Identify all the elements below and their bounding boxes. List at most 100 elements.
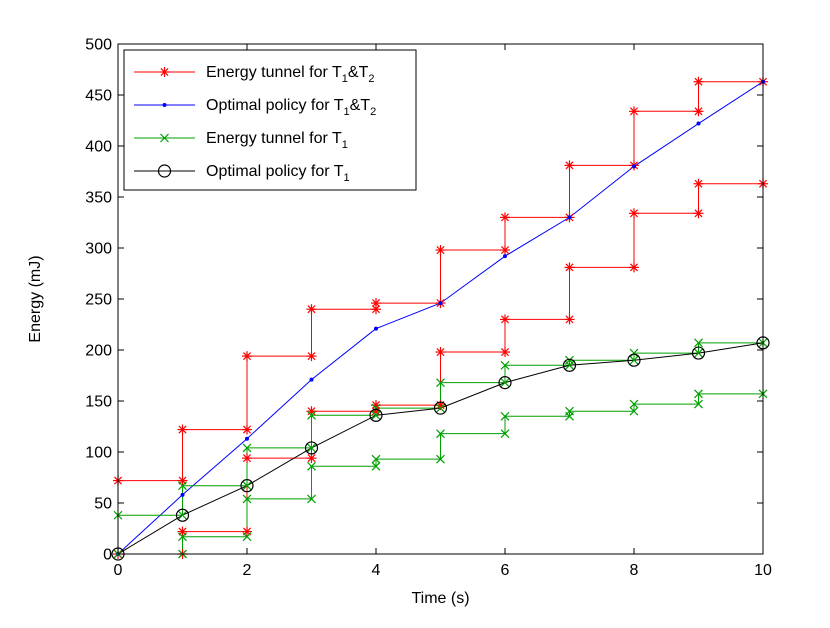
- x-tick-label: 8: [630, 562, 639, 579]
- series-3-upper-point: [436, 378, 445, 388]
- series-1-upper-point: [371, 304, 381, 315]
- series-1-upper-point: [564, 160, 575, 171]
- legend-label-2-main: Optimal policy for T: [206, 97, 344, 114]
- legend-label-1-mid: &T: [348, 64, 369, 81]
- series-1-upper-point: [242, 424, 252, 435]
- legend-label-2-sub2: 2: [370, 106, 376, 118]
- legend-label-3-sub1: 1: [342, 139, 348, 151]
- series-4-line-point: [627, 353, 641, 367]
- series-4-line-point: [304, 441, 319, 455]
- y-tick-label: 300: [85, 241, 112, 258]
- series-2-line-point: [632, 164, 636, 169]
- y-tick-label: 50: [94, 496, 112, 513]
- y-tick-label: 350: [85, 190, 112, 207]
- y-tick-label: 500: [85, 37, 112, 54]
- series-1-lower-point: [306, 453, 317, 464]
- series-3-upper-point: [629, 355, 639, 365]
- series-4-line-point: [240, 479, 254, 493]
- series-2-line-point: [503, 254, 507, 259]
- y-tick-label: 400: [85, 139, 112, 156]
- series-1-upper-point: [371, 298, 381, 309]
- series-1-upper-point: [177, 475, 188, 486]
- series-4-line-point: [175, 508, 190, 522]
- series-3-upper-point: [371, 403, 381, 413]
- y-tick-label: 100: [85, 445, 112, 462]
- series-1-upper-point: [242, 351, 252, 362]
- series-1-lower-point: [177, 526, 188, 537]
- series-2-line-point: [438, 301, 443, 306]
- series-3-lower-point: [629, 406, 639, 416]
- series-3-lower-point: [242, 532, 252, 542]
- series-1-lower-point: [242, 526, 252, 537]
- y-tick-label: 250: [85, 292, 112, 309]
- series-1-upper-line: [118, 81, 763, 482]
- legend-label-4-main: Optimal policy for T: [206, 163, 344, 180]
- legend-label-3-main: Energy tunnel for T: [206, 130, 342, 147]
- y-tick-label: 200: [85, 343, 112, 360]
- series-4-line-point: [562, 358, 577, 372]
- legend-label-1: Energy tunnel for T1&T2: [206, 64, 374, 85]
- series-4-line-point: [498, 376, 512, 390]
- legend-label-2-mid: &T: [350, 97, 371, 114]
- series-2-line-point: [245, 436, 249, 441]
- x-tick-label: 10: [754, 562, 772, 579]
- series-3-lower-point: [371, 461, 381, 471]
- series-3-lower-point: [178, 532, 187, 542]
- series-3-upper-point: [242, 481, 252, 491]
- x-axis-label: Time (s): [411, 590, 469, 607]
- series-3-upper-point: [500, 360, 510, 370]
- legend-box: [123, 49, 417, 191]
- axis-ticks: [117, 43, 764, 555]
- series-3-upper-point: [242, 443, 252, 453]
- series-1-lower-point: [693, 178, 704, 189]
- series-1-upper-point: [306, 304, 317, 315]
- series-2-line-point: [374, 326, 378, 331]
- series-3-lower-line: [118, 393, 763, 555]
- series-3-lower-point: [629, 399, 639, 409]
- series-3-lower-point: [500, 411, 510, 421]
- legend-marker-2: [162, 103, 167, 107]
- legend-marker-4: [157, 164, 172, 178]
- series-3-lower-point: [307, 461, 316, 471]
- series-1-upper-point: [435, 245, 446, 256]
- legend-label-4: Optimal policy for T1: [206, 163, 350, 184]
- legend-label-1-main: Energy tunnel for T: [206, 64, 342, 81]
- legend-label-1-sub2: 2: [368, 73, 374, 85]
- x-tick-label: 2: [243, 562, 252, 579]
- y-tick-label: 450: [85, 88, 112, 105]
- series-3-upper-point: [629, 348, 639, 358]
- series-3-upper-point: [500, 378, 510, 388]
- series-3-lower-point: [694, 389, 703, 399]
- series-1-lower-line: [118, 183, 763, 555]
- series-3-lower-point: [694, 399, 703, 409]
- series-3-upper-point: [178, 481, 187, 491]
- series-1-upper-point: [177, 424, 188, 435]
- series-4-line-point: [369, 408, 383, 422]
- y-tick-label: 150: [85, 394, 112, 411]
- series-1-lower-point: [242, 453, 252, 464]
- series-3-lower-point: [436, 429, 445, 439]
- legend-marker-1: [159, 67, 170, 77]
- series-3-upper-point: [565, 355, 574, 365]
- legend-label-2: Optimal policy for T1&T2: [206, 97, 376, 118]
- series-1-lower-point: [500, 347, 510, 358]
- legend-label-1-sub1: 1: [342, 73, 348, 85]
- series-1-lower-point: [564, 314, 575, 325]
- x-tick-label: 4: [372, 562, 381, 579]
- series-1-upper-point: [500, 212, 510, 223]
- x-tick-label: 0: [114, 562, 123, 579]
- series-markers: [111, 76, 770, 561]
- series-2-line-point: [309, 377, 314, 382]
- series-3-upper-point: [307, 410, 316, 420]
- series-1-lower-point: [564, 262, 575, 273]
- series-1-lower-point: [500, 314, 510, 325]
- series-2-line-point: [696, 121, 701, 126]
- series-3-upper-point: [307, 443, 316, 453]
- legend-label-4-sub1: 1: [344, 172, 350, 184]
- series-4-line-point: [433, 401, 448, 415]
